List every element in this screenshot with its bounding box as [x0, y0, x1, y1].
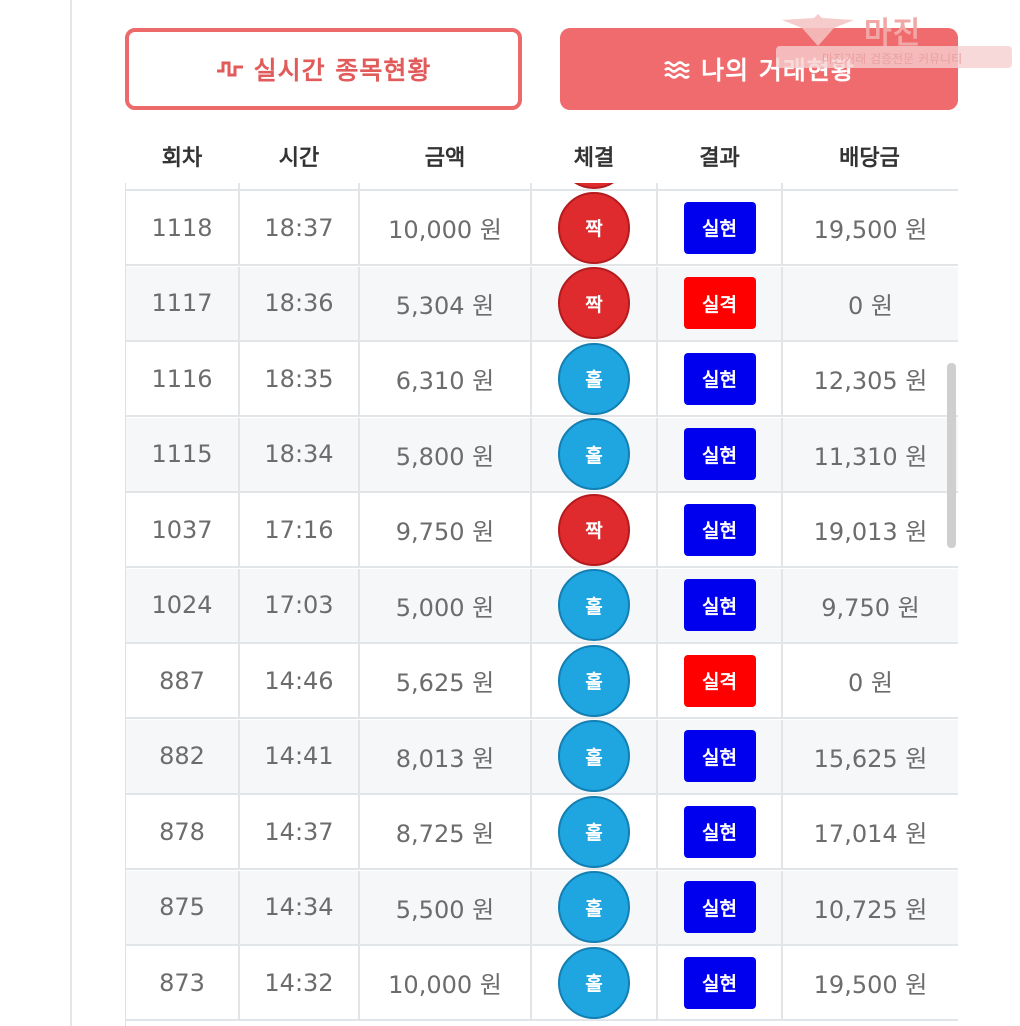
table-row: 1037 17:16 9,750 원 짝 실현 19,013 원 [126, 493, 958, 568]
cell-payout: 9,750 원 [821, 593, 920, 622]
cell-round: 878 [126, 795, 240, 868]
cell-amount: 5,625 원 [360, 644, 532, 717]
odd-ball-icon: 홀 [558, 569, 630, 641]
cell-time: 14:37 [240, 795, 360, 868]
pulse-icon [216, 58, 244, 80]
result-badge-lose: 실격 [683, 277, 756, 329]
tab-my-trades[interactable]: 나의 거래현황 [560, 28, 958, 110]
table-row: 1118 18:37 10,000 원 짝 실현 19,500 원 [126, 191, 958, 266]
table-row: 878 14:37 8,725 원 홀 실현 17,014 원 [126, 795, 958, 870]
cell-round: 887 [126, 644, 240, 717]
table-row: 1024 17:03 5,000 원 홀 실현 9,750 원 [126, 568, 958, 644]
cell-amount: 6,310 원 [360, 342, 532, 415]
odd-ball-icon: 홀 [558, 946, 630, 1019]
cell-time: 14:46 [240, 644, 360, 717]
table-row: 1117 18:36 5,304 원 짝 실격 0 원 [126, 266, 958, 342]
result-badge-win: 실현 [683, 956, 756, 1009]
cell-amount: 8,725 원 [360, 795, 532, 868]
cell-time: 14:32 [240, 946, 360, 1019]
header-amount: 금액 [424, 146, 466, 171]
cell-amount: 8,013 원 [360, 719, 532, 793]
cell-round: 1115 [126, 417, 240, 491]
header-payout: 배당금 [839, 146, 900, 171]
table-row-partial [126, 183, 958, 191]
odd-ball-icon: 홀 [558, 342, 630, 415]
result-badge-win: 실현 [683, 730, 756, 782]
cell-amount: 5,500 원 [360, 870, 532, 944]
cell-time: 18:34 [240, 417, 360, 491]
cell-round: 882 [126, 719, 240, 793]
cell-amount: 5,000 원 [360, 568, 532, 642]
even-ball-icon [558, 183, 630, 189]
cell-time: 18:37 [240, 191, 360, 264]
odd-ball-icon: 홀 [558, 720, 630, 792]
header-round: 회차 [161, 146, 203, 171]
tab-realtime-label: 실시간 종목현황 [253, 56, 432, 85]
result-badge-win: 실현 [683, 503, 756, 556]
even-ball-icon: 짝 [558, 191, 630, 264]
cell-time: 17:16 [240, 493, 360, 566]
odd-ball-icon: 홀 [558, 795, 630, 868]
cell-payout: 19,013 원 [813, 518, 928, 546]
cell-amount: 9,750 원 [360, 493, 532, 566]
logo-brand-text: 마진 [864, 16, 922, 51]
cell-payout: 0 원 [848, 291, 893, 320]
cell-round: 873 [126, 946, 240, 1019]
page-left-border [70, 0, 72, 1026]
cell-time: 18:35 [240, 342, 360, 415]
table-row: 873 14:32 10,000 원 홀 실현 19,500 원 [126, 946, 958, 1021]
cell-time: 18:36 [240, 266, 360, 340]
cell-amount: 10,000 원 [360, 191, 532, 264]
cell-payout: 17,014 원 [813, 820, 928, 848]
even-ball-icon: 짝 [558, 267, 630, 339]
waves-icon [663, 58, 691, 80]
result-badge-lose: 실격 [683, 654, 756, 707]
cell-round: 1024 [126, 568, 240, 642]
cell-payout: 0 원 [848, 669, 893, 697]
cell-amount: 5,304 원 [360, 266, 532, 340]
result-badge-win: 실현 [683, 579, 756, 631]
tab-realtime-status[interactable]: 실시간 종목현황 [125, 28, 522, 110]
site-watermark-logo: 마진 마진거래 검증전문 커뮤니티 [776, 6, 1012, 68]
odd-ball-icon: 홀 [558, 644, 630, 717]
header-pick: 체결 [573, 146, 615, 171]
even-ball-icon: 짝 [558, 493, 630, 566]
result-badge-win: 실현 [683, 805, 756, 858]
cell-payout: 19,500 원 [813, 216, 928, 244]
table-row: 1115 18:34 5,800 원 홀 실현 11,310 원 [126, 417, 958, 493]
odd-ball-icon: 홀 [558, 418, 630, 490]
logo-band [776, 46, 1012, 68]
result-badge-win: 실현 [683, 881, 756, 933]
cell-amount: 10,000 원 [360, 946, 532, 1019]
cell-time: 14:41 [240, 719, 360, 793]
table-row: 1116 18:35 6,310 원 홀 실현 12,305 원 [126, 342, 958, 417]
header-result: 결과 [699, 146, 740, 171]
trade-history-table[interactable]: 1118 18:37 10,000 원 짝 실현 19,500 원 1117 1… [125, 183, 958, 1026]
table-row: 875 14:34 5,500 원 홀 실현 10,725 원 [126, 870, 958, 946]
cell-payout: 12,305 원 [813, 367, 928, 395]
cell-payout: 11,310 원 [813, 442, 928, 471]
shield-emblem-icon [778, 12, 858, 56]
logo-tagline: 마진거래 검증전문 커뮤니티 [822, 52, 963, 66]
cell-round: 1116 [126, 342, 240, 415]
table-row: 882 14:41 8,013 원 홀 실현 15,625 원 [126, 719, 958, 795]
cell-payout: 19,500 원 [813, 971, 928, 999]
result-badge-win: 실현 [683, 352, 756, 405]
cell-time: 14:34 [240, 870, 360, 944]
result-badge-win: 실현 [683, 201, 756, 254]
header-time: 시간 [278, 146, 320, 171]
cell-payout: 15,625 원 [813, 744, 928, 773]
table-header: 회차 시간 금액 체결 결과 배당금 [125, 140, 957, 182]
cell-amount: 5,800 원 [360, 417, 532, 491]
cell-payout: 10,725 원 [813, 895, 928, 924]
table-row: 887 14:46 5,625 원 홀 실격 0 원 [126, 644, 958, 719]
odd-ball-icon: 홀 [558, 871, 630, 943]
cell-round: 875 [126, 870, 240, 944]
cell-round: 1117 [126, 266, 240, 340]
cell-time: 17:03 [240, 568, 360, 642]
cell-round: 1118 [126, 191, 240, 264]
result-badge-win: 실현 [683, 428, 756, 480]
cell-round: 1037 [126, 493, 240, 566]
table-scrollbar[interactable] [947, 363, 956, 548]
